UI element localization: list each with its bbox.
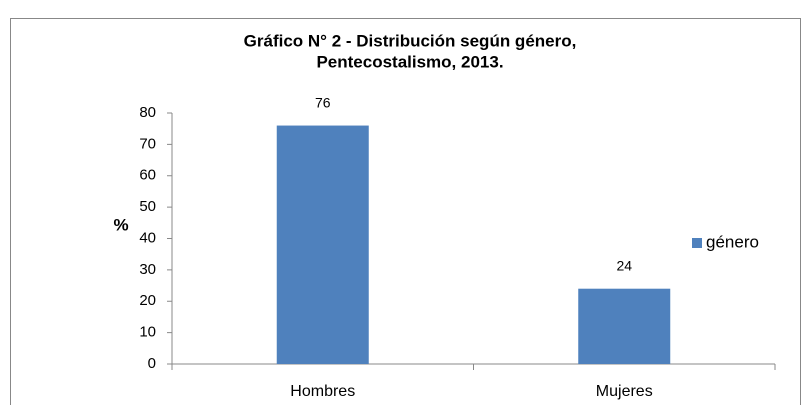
data-label: 76 (315, 94, 331, 110)
chart-title: Pentecostalismo, 2013. (316, 52, 503, 71)
y-tick-label: 10 (139, 324, 156, 341)
legend-label: género (706, 232, 759, 251)
bar (276, 125, 369, 364)
data-label: 24 (616, 257, 632, 273)
y-axis-label: % (113, 215, 128, 234)
y-tick-label: 0 (148, 355, 156, 372)
bar (578, 288, 671, 364)
x-tick-label: Hombres (290, 383, 355, 400)
chart-border (10, 18, 801, 410)
y-tick-label: 80 (139, 104, 156, 121)
y-tick-label: 50 (139, 198, 156, 215)
y-tick-label: 20 (139, 292, 156, 309)
chart-title: Gráfico N° 2 - Distribución según género… (244, 31, 577, 50)
y-tick-label: 30 (139, 261, 156, 278)
x-tick-label: Mujeres (596, 383, 653, 400)
y-tick-label: 70 (139, 135, 156, 152)
y-tick-label: 60 (139, 167, 156, 184)
legend-swatch (692, 238, 702, 248)
y-tick-label: 40 (139, 229, 156, 246)
